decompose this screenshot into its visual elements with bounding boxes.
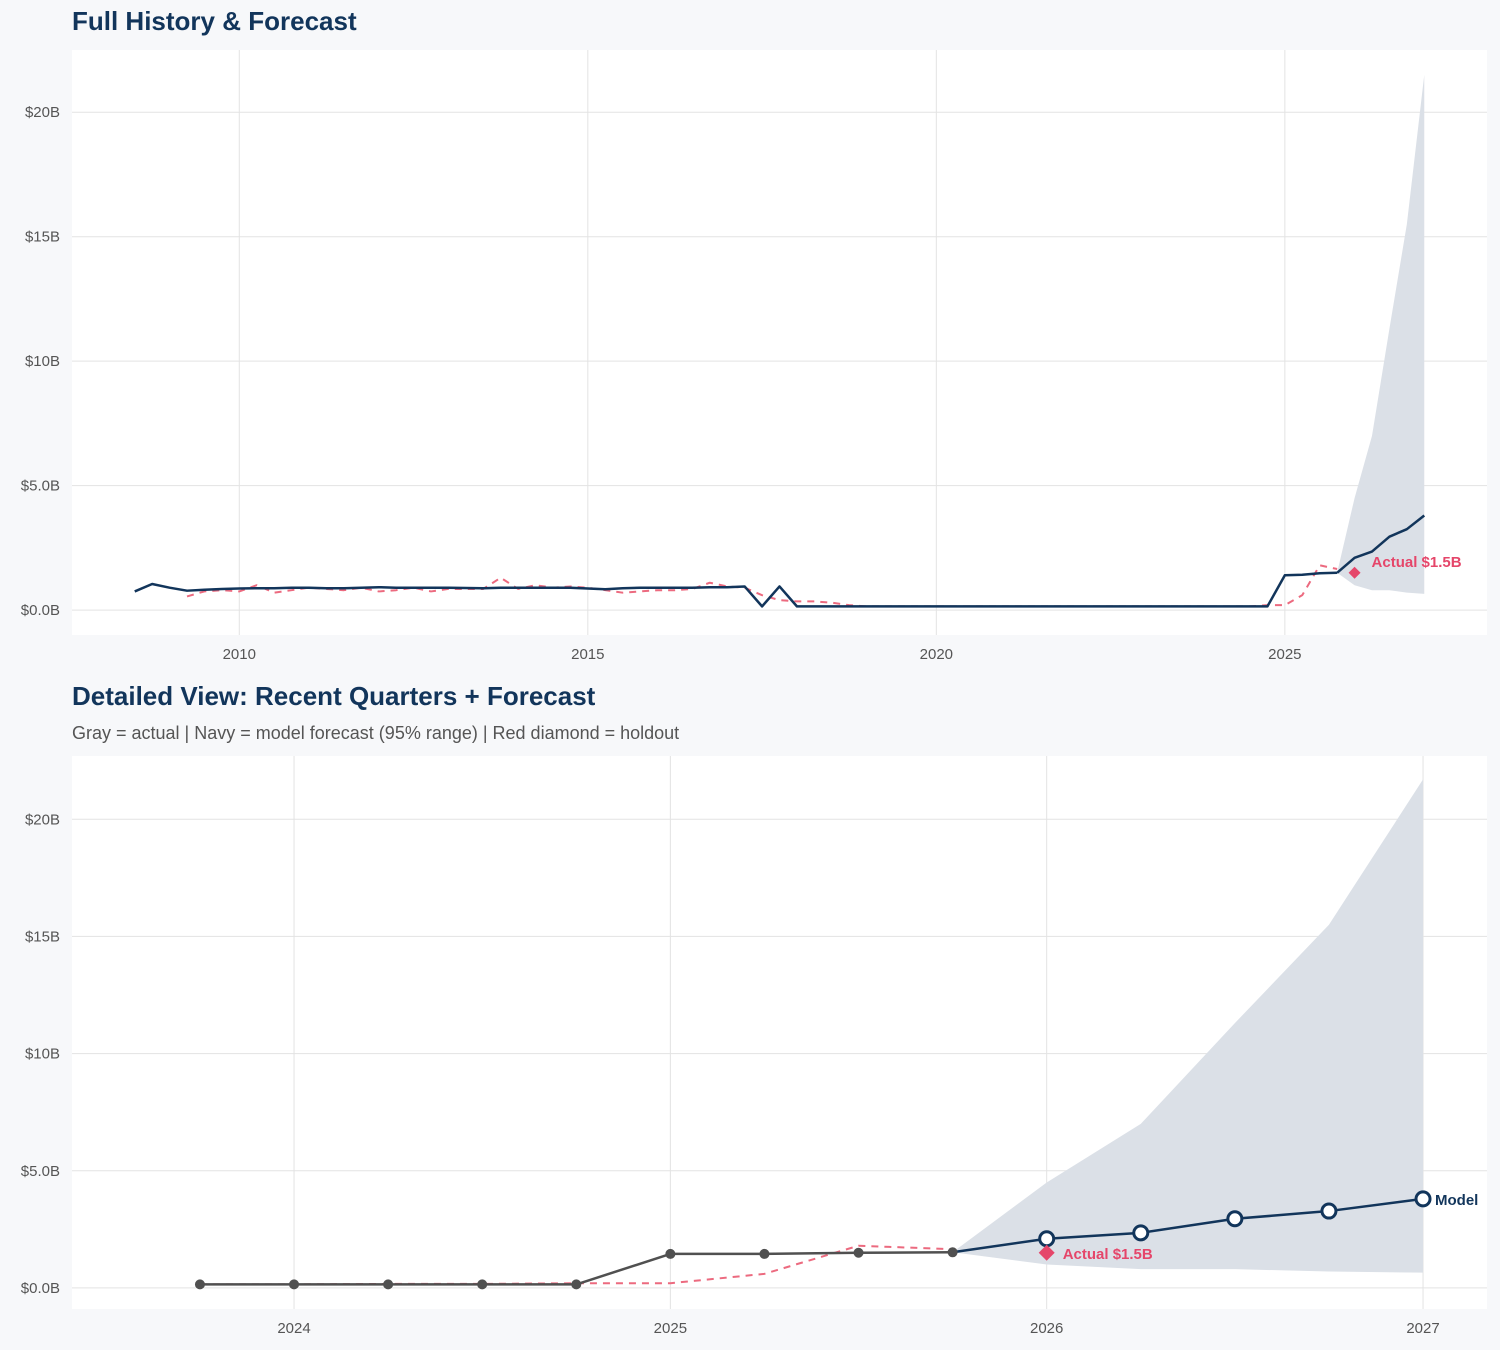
bottom-chart-title: Detailed View: Recent Quarters + Forecas… [72, 681, 596, 711]
x-tick-label: 2026 [1030, 1320, 1063, 1337]
history-line [134, 571, 1338, 608]
bottom-chart-subtitle: Gray = actual | Navy = model forecast (9… [72, 723, 680, 743]
x-tick-label: 2024 [277, 1320, 310, 1337]
holdout-diamond [1038, 1244, 1055, 1261]
x-tick-label: 2025 [1268, 646, 1301, 663]
plot-area [72, 50, 1487, 635]
holdout-label: Actual $1.5B [1372, 554, 1462, 571]
forecast-point [1226, 1210, 1244, 1228]
actual-point [194, 1279, 205, 1290]
x-tick-label: 2020 [920, 646, 953, 663]
confidence-band [1337, 74, 1425, 594]
actual-point [289, 1279, 300, 1290]
holdout-label: Actual $1.5B [1063, 1246, 1153, 1263]
holdout-diamond [1348, 566, 1361, 579]
x-tick-label: 2025 [654, 1320, 687, 1337]
actual-point [759, 1248, 770, 1259]
forecast-point [1038, 1230, 1056, 1248]
forecast-line [952, 1197, 1424, 1254]
y-tick-label: $10B [25, 353, 60, 370]
x-tick-label: 2010 [223, 646, 256, 663]
x-tick-label: 2015 [571, 646, 604, 663]
actual-point [383, 1279, 394, 1290]
chart-0: $0.0B $5.0B $10B $15B $20B 2010 2015 2020 2025 Ac… [21, 50, 1487, 663]
y-tick-label: $0.0B [21, 1280, 60, 1297]
y-tick-label: $10B [25, 1046, 60, 1063]
forecast-point [1132, 1224, 1150, 1242]
actual-point [665, 1248, 676, 1259]
forecast-line [1336, 514, 1426, 574]
series-label-model: Model [1435, 1192, 1478, 1209]
forecast-point [1320, 1202, 1338, 1220]
y-tick-label: $20B [25, 104, 60, 121]
chart-1: $0.0B $5.0B $10B $15B $20B 2024 2025 2026 2027 Mo… [21, 756, 1487, 1337]
y-tick-label: $15B [25, 229, 60, 246]
y-tick-label: $5.0B [21, 1163, 60, 1180]
y-tick-label: $15B [25, 928, 60, 945]
forecast-point [1414, 1190, 1432, 1208]
y-tick-label: $0.0B [21, 602, 60, 619]
x-tick-label: 2027 [1406, 1320, 1439, 1337]
top-chart-title: Full History & Forecast [72, 6, 357, 36]
actual-point [477, 1279, 488, 1290]
y-tick-label: $5.0B [21, 478, 60, 495]
confidence-band [952, 779, 1424, 1273]
actual-point [947, 1247, 958, 1258]
actual-point [571, 1279, 582, 1290]
y-tick-label: $20B [25, 811, 60, 828]
actual-point [853, 1247, 864, 1258]
fitted-line [199, 1244, 953, 1286]
